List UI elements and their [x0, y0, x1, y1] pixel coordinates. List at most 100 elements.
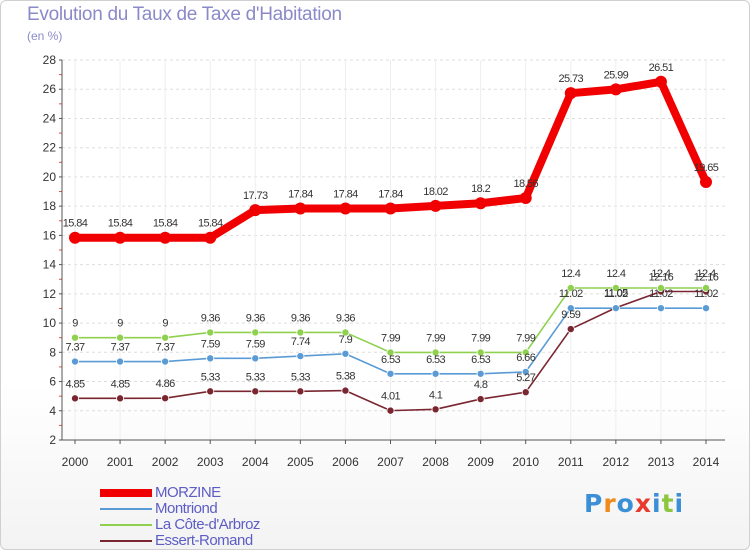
data-label: 7.9	[339, 334, 353, 346]
data-point	[702, 304, 711, 313]
data-point	[294, 202, 307, 215]
data-point	[564, 87, 577, 100]
x-tick-label: 2012	[603, 455, 630, 469]
y-tick-label: 20	[43, 170, 57, 184]
data-point	[341, 386, 350, 395]
data-label: 4.01	[381, 391, 400, 403]
logo-letter: P	[584, 489, 604, 518]
data-label: 18.02	[423, 186, 448, 198]
data-point	[384, 202, 397, 215]
data-point	[114, 231, 127, 244]
data-point	[611, 304, 620, 313]
data-label: 7.37	[156, 342, 175, 354]
data-point	[116, 394, 125, 403]
data-point	[521, 367, 530, 376]
y-tick-label: 2	[49, 433, 56, 447]
legend-label: MORZINE	[155, 484, 221, 501]
x-tick-label: 2011	[558, 455, 584, 469]
data-label: 7.99	[471, 332, 490, 344]
data-point	[251, 354, 260, 363]
data-point	[339, 202, 352, 215]
data-point	[476, 348, 485, 357]
x-tick-label: 2004	[242, 455, 269, 469]
data-label: 25.99	[604, 69, 629, 81]
y-tick-label: 12	[43, 287, 57, 301]
x-tick-label: 2014	[693, 455, 720, 469]
data-label: 11.05	[604, 288, 628, 300]
logo-letter: r	[603, 489, 617, 518]
logo-letter: i	[652, 489, 662, 518]
x-tick-label: 2003	[197, 455, 224, 469]
data-point	[249, 204, 262, 217]
data-label: 9.36	[291, 312, 310, 324]
data-point	[521, 348, 530, 357]
data-point	[116, 357, 125, 366]
data-label: 15.84	[153, 218, 178, 230]
data-point	[251, 328, 260, 337]
legend-label: Montriond	[155, 500, 218, 517]
data-label: 6.53	[426, 354, 445, 366]
data-label: 6.53	[471, 354, 490, 366]
data-point	[161, 394, 170, 403]
data-label: 5.27	[516, 372, 535, 384]
data-point	[474, 197, 487, 210]
data-label: 18.2	[471, 183, 490, 195]
data-point	[519, 191, 532, 204]
data-label: 4.86	[156, 378, 175, 390]
data-label: 12.4	[606, 268, 625, 280]
data-point	[69, 231, 81, 244]
data-label: 4.8	[474, 379, 488, 391]
data-point	[656, 283, 665, 292]
data-label: 4.1	[429, 389, 443, 401]
data-label: 17.84	[333, 188, 358, 200]
data-point	[700, 176, 712, 189]
y-tick-label: 4	[49, 404, 56, 418]
y-tick-label: 22	[43, 141, 57, 155]
data-point	[611, 283, 620, 292]
data-point	[431, 348, 440, 357]
data-label: 9.36	[336, 312, 355, 324]
data-label: 7.59	[201, 338, 220, 350]
legend-label: La Côte-d'Arbroz	[155, 516, 260, 533]
y-tick-label: 28	[43, 53, 57, 67]
data-point	[566, 304, 575, 313]
y-tick-label: 8	[49, 345, 56, 359]
data-label: 17.73	[243, 190, 268, 202]
data-point	[251, 387, 260, 396]
y-tick-label: 16	[43, 228, 57, 242]
data-point	[206, 328, 215, 337]
chart-title: Evolution du Taux de Taxe d'Habitation	[27, 4, 342, 25]
data-label: 12.16	[694, 272, 719, 284]
logo-letter: i	[674, 489, 685, 518]
data-label: 12.4	[651, 268, 670, 280]
data-point	[116, 333, 125, 342]
x-tick-label: 2009	[467, 455, 494, 469]
data-point	[296, 328, 305, 337]
x-tick-label: 2008	[422, 455, 449, 469]
data-point	[431, 405, 440, 414]
y-tick-label: 10	[43, 316, 57, 330]
series-group	[69, 75, 712, 415]
data-point	[566, 283, 575, 292]
data-label: 9.59	[561, 309, 580, 321]
y-tick-label: 14	[43, 258, 57, 272]
proxiti-logo: Proxiti	[584, 489, 684, 518]
data-point	[296, 352, 305, 361]
data-label: 4.85	[111, 378, 130, 390]
data-label: 11.02	[604, 288, 628, 300]
data-label: 7.59	[246, 338, 265, 350]
x-tick-label: 2013	[648, 455, 675, 469]
data-point	[609, 83, 622, 96]
data-label: 12.4	[561, 268, 580, 280]
data-point	[566, 325, 575, 334]
data-labels: 15.84 15.84 15.84 15.84 17.73 17.84 17.84 17.84…	[63, 62, 720, 403]
data-point	[159, 231, 172, 244]
data-point	[341, 328, 350, 337]
legend-swatch	[100, 489, 152, 497]
y-tick-label: 18	[43, 199, 57, 213]
data-point	[476, 395, 485, 404]
data-point	[386, 369, 395, 378]
x-tick-label: 2000	[62, 455, 89, 469]
data-label: 7.74	[291, 336, 310, 348]
